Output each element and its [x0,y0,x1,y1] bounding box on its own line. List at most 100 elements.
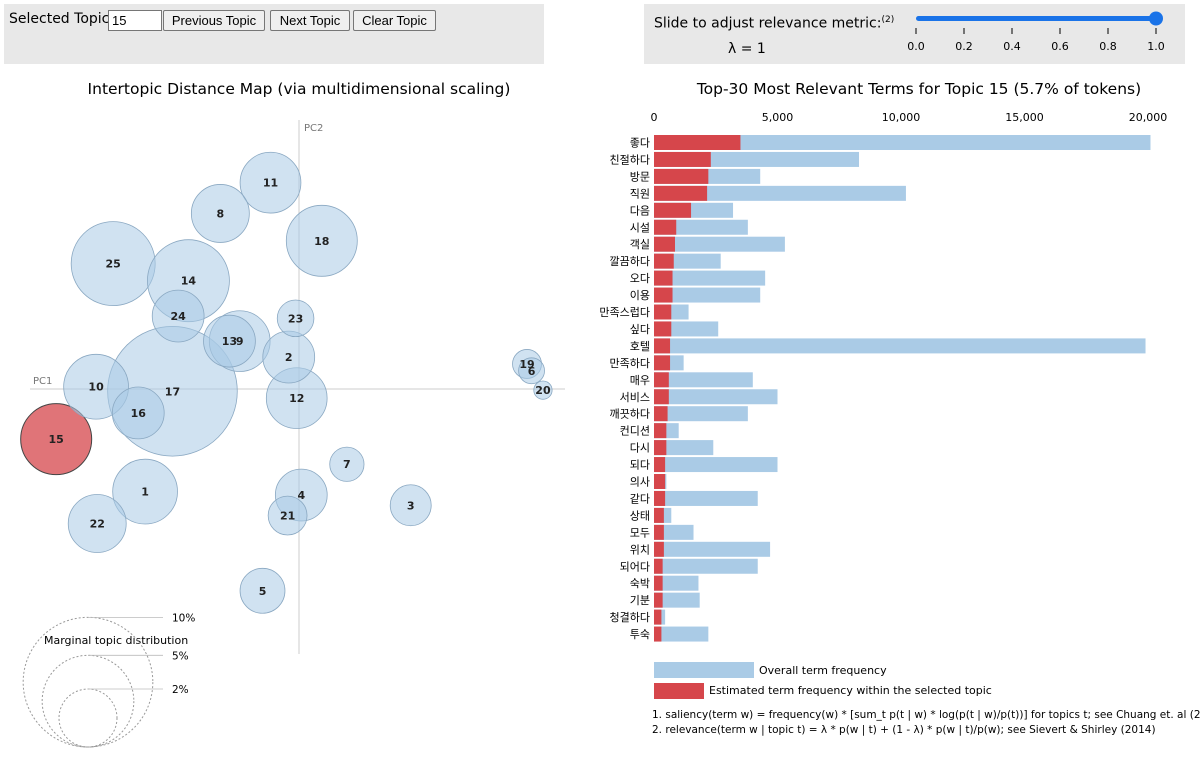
topic-circle-20[interactable] [533,380,553,400]
estimated-bar[interactable] [654,609,662,625]
estimated-bar[interactable] [654,457,666,473]
term-label[interactable]: 서비스 [620,391,650,404]
topic-circle-8[interactable] [190,184,250,243]
overall-bar[interactable] [654,236,785,252]
estimated-bar[interactable] [654,524,664,540]
topic-circle-23[interactable] [276,299,315,338]
term-label[interactable]: 깔끔하다 [610,254,650,268]
overall-bar[interactable] [654,440,714,456]
overall-bar[interactable] [654,592,700,608]
term-label[interactable]: 만족하다 [610,356,650,370]
estimated-bar[interactable] [654,287,673,303]
overall-bar[interactable] [654,338,1146,354]
overall-bar[interactable] [654,406,748,422]
estimated-bar[interactable] [654,151,711,167]
overall-bar[interactable] [654,372,753,388]
term-label[interactable]: 컨디션 [620,425,650,438]
topic-circle-10[interactable] [63,353,129,420]
topic-circle-3[interactable] [389,484,432,527]
estimated-bar[interactable] [654,423,667,439]
term-label[interactable]: 의사 [630,476,650,489]
overall-bar[interactable] [654,219,748,235]
overall-bar[interactable] [654,457,778,473]
term-label[interactable]: 같다 [630,492,650,505]
previous-topic-button[interactable]: Previous Topic [163,10,265,31]
estimated-bar[interactable] [654,558,663,574]
topic-circle-15[interactable] [20,403,93,476]
topic-circle-1[interactable] [112,458,178,525]
estimated-bar[interactable] [654,372,669,388]
term-label[interactable]: 방문 [630,170,650,183]
term-label[interactable]: 기분 [630,594,650,607]
topic-circle-18[interactable] [285,204,358,277]
topic-circle-13[interactable] [203,314,256,368]
topic-circle-11[interactable] [239,151,302,214]
term-label[interactable]: 시설 [630,221,650,234]
clear-topic-button[interactable]: Clear Topic [353,10,436,31]
overall-bar[interactable] [654,270,766,286]
topic-circle-6[interactable] [518,357,545,385]
overall-bar[interactable] [654,490,758,506]
term-label[interactable]: 다음 [630,204,650,217]
estimated-bar[interactable] [654,321,672,337]
estimated-bar[interactable] [654,474,666,489]
estimated-bar[interactable] [654,202,692,218]
overall-bar[interactable] [654,135,1151,150]
overall-bar[interactable] [654,558,758,574]
term-label[interactable]: 만족스럽다 [599,305,650,319]
overall-bar[interactable] [654,524,694,540]
term-label[interactable]: 투숙 [630,628,650,641]
term-label[interactable]: 직원 [630,187,650,200]
estimated-bar[interactable] [654,355,671,371]
estimated-bar[interactable] [654,592,663,608]
slider-thumb[interactable] [1149,11,1163,26]
term-label[interactable]: 매우 [630,374,650,387]
term-label[interactable]: 깨끗하다 [610,407,650,421]
estimated-bar[interactable] [654,541,664,557]
term-label[interactable]: 모두 [630,526,650,539]
next-topic-button[interactable]: Next Topic [270,10,350,31]
estimated-bar[interactable] [654,236,675,252]
overall-bar[interactable] [654,389,778,405]
term-label[interactable]: 호텔 [630,340,650,353]
term-label[interactable]: 되다 [630,459,650,472]
overall-bar[interactable] [654,287,761,303]
term-label[interactable]: 객실 [630,238,650,251]
overall-bar[interactable] [654,541,771,557]
estimated-bar[interactable] [654,406,668,422]
estimated-bar[interactable] [654,270,673,286]
relevance-slider[interactable]: 0.0 0.2 0.4 0.6 0.8 1.0 [904,4,1174,64]
topic-circle-5[interactable] [239,567,286,614]
overall-bar[interactable] [654,626,709,642]
estimated-bar[interactable] [654,219,677,235]
term-label[interactable]: 이용 [630,289,650,302]
estimated-bar[interactable] [654,389,669,405]
topic-circle-22[interactable] [67,494,127,553]
topic-circle-16[interactable] [111,386,165,440]
topic-circle-7[interactable] [329,446,365,482]
term-label[interactable]: 싶다 [630,323,650,336]
estimated-bar[interactable] [654,490,666,506]
estimated-bar[interactable] [654,440,667,456]
term-label[interactable]: 상태 [630,509,650,522]
term-label[interactable]: 숙박 [630,577,650,590]
estimated-bar[interactable] [654,626,662,642]
term-label[interactable]: 오다 [630,272,650,285]
topic-circle-21[interactable] [267,495,308,536]
estimated-bar[interactable] [654,304,672,320]
term-label[interactable]: 청결하다 [610,610,650,624]
estimated-bar[interactable] [654,168,709,184]
term-label[interactable]: 친절하다 [610,152,650,166]
estimated-bar[interactable] [654,575,663,591]
estimated-bar[interactable] [654,253,674,269]
term-label[interactable]: 좋다 [630,137,650,150]
term-label[interactable]: 위치 [630,543,650,556]
estimated-bar[interactable] [654,338,671,354]
estimated-bar[interactable] [654,135,741,150]
overall-bar[interactable] [654,575,699,591]
estimated-bar[interactable] [654,185,708,201]
term-label[interactable]: 다시 [630,442,650,455]
estimated-bar[interactable] [654,507,664,523]
topic-circle-24[interactable] [151,289,205,343]
overall-bar[interactable] [654,185,906,201]
